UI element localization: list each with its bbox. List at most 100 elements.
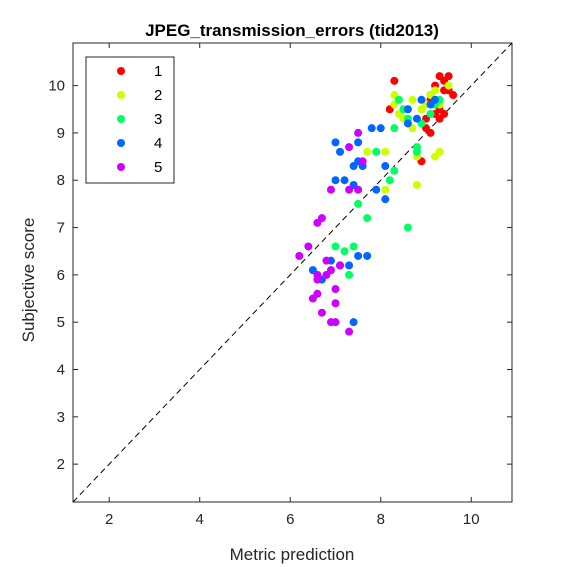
legend-label: 5 bbox=[154, 159, 162, 176]
diagonal-reference-line bbox=[72, 42, 513, 503]
data-point bbox=[331, 285, 340, 294]
data-point bbox=[408, 95, 417, 104]
series-4 bbox=[308, 95, 440, 327]
y-tick-label: 7 bbox=[57, 220, 65, 237]
data-point bbox=[426, 109, 435, 118]
data-point bbox=[431, 95, 440, 104]
legend-label: 2 bbox=[154, 87, 162, 104]
data-point bbox=[363, 214, 372, 223]
legend-label: 3 bbox=[154, 111, 162, 128]
data-point bbox=[322, 270, 331, 279]
data-point bbox=[381, 147, 390, 156]
y-tick-label: 6 bbox=[57, 267, 65, 284]
y-axis-label: Subjective score bbox=[19, 218, 38, 343]
y-tick-label: 9 bbox=[57, 125, 65, 142]
y-tick-label: 5 bbox=[57, 314, 65, 331]
data-point bbox=[345, 261, 354, 270]
x-tick-label: 8 bbox=[377, 511, 385, 528]
data-point bbox=[331, 242, 340, 251]
data-point bbox=[345, 270, 354, 279]
y-tick-label: 8 bbox=[57, 172, 65, 189]
data-point bbox=[403, 119, 412, 128]
data-point bbox=[440, 109, 449, 118]
y-tick-label: 4 bbox=[57, 362, 65, 379]
data-point bbox=[394, 95, 403, 104]
axes-box bbox=[72, 42, 513, 503]
legend-marker bbox=[117, 139, 125, 147]
legend-marker bbox=[117, 163, 125, 171]
data-point bbox=[313, 270, 322, 279]
legend-marker bbox=[117, 91, 125, 99]
data-point bbox=[322, 256, 331, 265]
data-point bbox=[295, 251, 304, 260]
data-point bbox=[354, 138, 363, 147]
data-point bbox=[412, 114, 421, 123]
data-point bbox=[331, 138, 340, 147]
data-point bbox=[390, 76, 399, 85]
data-point bbox=[403, 105, 412, 114]
data-point bbox=[417, 105, 426, 114]
data-point bbox=[349, 162, 358, 171]
data-point bbox=[304, 242, 313, 251]
plot-area: 2 4 6 8 10 2 3 4 5 6 7 8 9 10 bbox=[48, 42, 513, 528]
data-point bbox=[340, 247, 349, 256]
data-point bbox=[417, 95, 426, 104]
data-point bbox=[331, 318, 340, 327]
data-point bbox=[354, 199, 363, 208]
data-point bbox=[363, 147, 372, 156]
data-point bbox=[412, 147, 421, 156]
data-point bbox=[376, 124, 385, 133]
x-tick-label: 4 bbox=[196, 511, 204, 528]
data-point bbox=[331, 176, 340, 185]
data-point bbox=[340, 176, 349, 185]
data-point bbox=[331, 299, 340, 308]
data-point bbox=[372, 185, 381, 194]
data-point bbox=[431, 152, 440, 161]
data-point bbox=[381, 185, 390, 194]
y-tick-label: 2 bbox=[57, 456, 65, 473]
x-tick-label: 2 bbox=[105, 511, 113, 528]
data-point bbox=[390, 166, 399, 175]
legend-box bbox=[85, 56, 175, 184]
data-point bbox=[403, 223, 412, 232]
legend-marker bbox=[117, 67, 125, 75]
data-point bbox=[317, 214, 326, 223]
data-point bbox=[345, 327, 354, 336]
series-5 bbox=[295, 128, 367, 336]
data-point bbox=[317, 308, 326, 317]
data-point bbox=[426, 128, 435, 137]
data-point bbox=[354, 251, 363, 260]
data-point bbox=[390, 124, 399, 133]
legend-label: 4 bbox=[154, 135, 162, 152]
data-point bbox=[349, 318, 358, 327]
data-point bbox=[345, 185, 354, 194]
data-point bbox=[326, 185, 335, 194]
data-point bbox=[308, 294, 317, 303]
data-point bbox=[363, 251, 372, 260]
legend-marker bbox=[117, 115, 125, 123]
legend: 1 2 3 4 5 bbox=[85, 56, 175, 184]
data-point bbox=[385, 176, 394, 185]
data-point bbox=[381, 195, 390, 204]
data-point bbox=[354, 128, 363, 137]
x-tick-label: 10 bbox=[463, 511, 480, 528]
data-point bbox=[336, 147, 345, 156]
y-tick-label: 10 bbox=[48, 78, 65, 95]
data-point bbox=[345, 143, 354, 152]
data-point bbox=[349, 242, 358, 251]
data-point bbox=[367, 124, 376, 133]
legend-label: 1 bbox=[154, 63, 162, 80]
x-axis-label: Metric prediction bbox=[230, 545, 355, 564]
y-tick-label: 3 bbox=[57, 409, 65, 426]
data-point bbox=[354, 185, 363, 194]
data-point bbox=[444, 81, 453, 90]
data-point bbox=[412, 180, 421, 189]
data-point bbox=[372, 147, 381, 156]
data-point bbox=[358, 157, 367, 166]
x-tick-label: 6 bbox=[286, 511, 294, 528]
data-point bbox=[336, 261, 345, 270]
data-point bbox=[381, 162, 390, 171]
chart-title: JPEG_transmission_errors (tid2013) bbox=[145, 21, 439, 40]
